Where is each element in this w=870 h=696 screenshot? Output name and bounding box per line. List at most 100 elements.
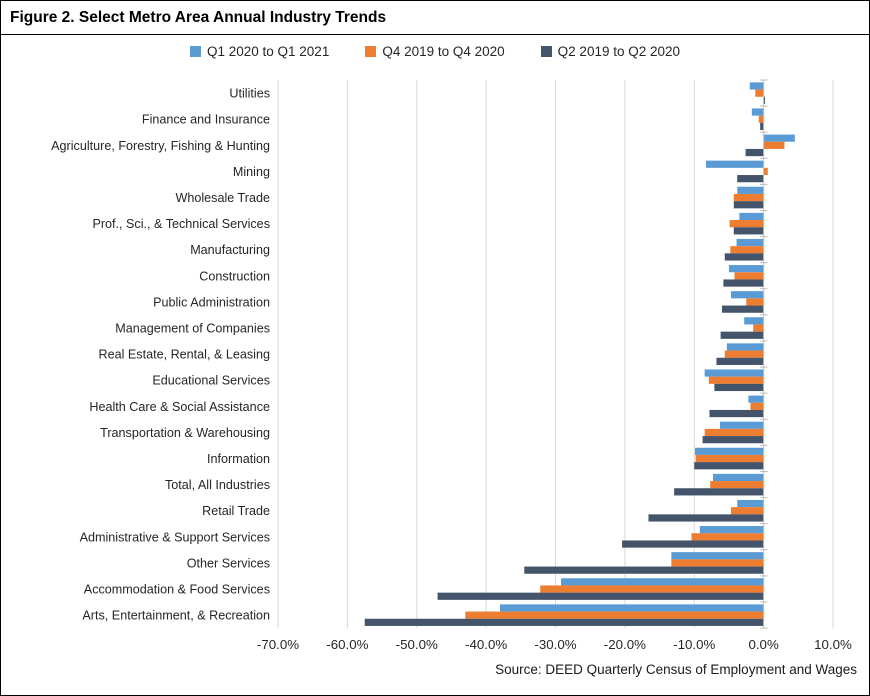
bar-series3-cat10	[720, 331, 764, 339]
x-axis-tick-label: -70.0%	[257, 637, 299, 652]
category-label: Arts, Entertainment, & Recreation	[82, 609, 270, 623]
bar-series2-cat8	[734, 272, 764, 280]
bar-chart-plot-area: Utilities Finance and Insurance Agricultur…	[51, 79, 852, 652]
category-label: Real Estate, Rental, & Leasing	[98, 348, 270, 362]
category-label: Information	[207, 452, 270, 466]
bar-series3-cat5	[733, 201, 764, 209]
bar-series1-cat14	[719, 421, 764, 429]
category-label: Agriculture, Forestry, Fishing & Hunting	[51, 139, 270, 153]
bar-series2-cat16	[710, 481, 764, 489]
category-label: Administrative & Support Services	[80, 530, 270, 544]
category-label: Mining	[233, 165, 270, 179]
bar-series2-cat10	[753, 324, 764, 332]
legend-swatch-icon	[540, 46, 552, 57]
bar-series1-cat17	[737, 499, 764, 508]
bar-series1-cat10	[744, 317, 764, 325]
legend-item-2: Q4 2019 to Q4 2020	[365, 44, 505, 59]
category-label: Total, All Industries	[165, 478, 270, 492]
bar-series3-cat7	[724, 253, 764, 261]
bar-series1-cat7	[736, 238, 764, 247]
x-axis-tick-label: -60.0%	[326, 637, 368, 652]
bar-series1-cat9	[731, 291, 764, 299]
bar-series3-cat14	[702, 436, 764, 444]
category-label: Finance and Insurance	[142, 113, 270, 127]
bar-series2-cat20	[540, 585, 764, 593]
bar-series2-cat15	[695, 454, 764, 463]
bar-series1-cat13	[748, 395, 764, 403]
category-label: Utilities	[229, 87, 270, 101]
bar-series1-cat12	[704, 369, 764, 377]
bar-series1-cat21	[500, 604, 764, 612]
bar-series1-cat2	[751, 108, 764, 116]
bar-series3-cat3	[745, 148, 764, 157]
bar-series3-cat11	[716, 357, 764, 365]
bar-series1-cat6	[739, 212, 764, 221]
x-axis-tick-label: -40.0%	[465, 637, 507, 652]
legend-item-3: Q2 2019 to Q2 2020	[540, 44, 680, 59]
legend-item-1: Q1 2020 to Q1 2021	[189, 44, 330, 59]
bar-series3-cat15	[694, 462, 764, 470]
bar-series2-cat9	[746, 298, 764, 306]
bar-series2-cat21	[465, 611, 764, 619]
bar-series3-cat1	[763, 96, 766, 104]
x-axis-tick-label: -30.0%	[534, 637, 576, 652]
bar-series3-cat18	[622, 540, 764, 548]
bar-series3-cat12	[714, 383, 764, 392]
bar-series2-cat6	[729, 220, 764, 228]
bar-series2-cat13	[750, 402, 764, 410]
bar-series3-cat19	[524, 566, 764, 574]
category-label: Manufacturing	[190, 243, 270, 257]
bar-series3-cat4	[737, 175, 764, 183]
x-axis-tick-label: 10.0%	[814, 637, 852, 652]
bar-series2-cat18	[691, 533, 764, 541]
bar-series1-cat1	[749, 82, 764, 90]
bar-series2-cat3	[763, 141, 785, 149]
source-note: Source: DEED Quarterly Census of Employm…	[495, 662, 857, 677]
bar-series1-cat3	[763, 134, 795, 142]
bar-series2-cat5	[733, 193, 764, 202]
chart-title: Figure 2. Select Metro Area Annual Indus…	[1, 1, 869, 35]
bar-series1-cat4	[706, 160, 764, 168]
bar-series2-cat2	[758, 115, 764, 123]
category-label: Health Care & Social Assistance	[89, 400, 270, 414]
category-label: Wholesale Trade	[175, 191, 270, 205]
bar-series1-cat11	[726, 343, 764, 351]
bar-series2-cat12	[708, 376, 764, 384]
bar-series1-cat16	[712, 473, 764, 482]
legend-swatch-icon	[365, 46, 377, 57]
bar-series1-cat18	[699, 526, 764, 534]
category-label: Construction	[199, 269, 270, 283]
bar-series2-cat11	[724, 350, 764, 358]
legend-swatch-icon	[189, 46, 201, 57]
bar-series3-cat13	[709, 409, 764, 418]
category-label: Management of Companies	[115, 321, 270, 335]
bar-series1-cat15	[694, 447, 764, 455]
bar-series1-cat5	[737, 186, 764, 194]
category-label: Transportation & Warehousing	[100, 426, 270, 440]
x-axis-tick-label: -20.0%	[604, 637, 646, 652]
chart-legend: Q1 2020 to Q1 2021 Q4 2019 to Q4 2020 Q2 2…	[1, 35, 869, 68]
category-label: Prof., Sci., & Technical Services	[92, 217, 270, 231]
category-label: Accommodation & Food Services	[84, 582, 270, 596]
bar-series3-cat21	[364, 618, 764, 626]
bar-series2-cat14	[704, 428, 764, 437]
bar-series2-cat1	[755, 89, 764, 97]
x-axis-tick-label: 0.0%	[748, 637, 778, 652]
bar-series3-cat2	[760, 122, 764, 131]
category-label: Public Administration	[153, 295, 270, 309]
x-axis-tick-label: -10.0%	[673, 637, 715, 652]
x-axis-tick-label: -50.0%	[396, 637, 438, 652]
bar-series3-cat9	[722, 305, 764, 313]
bar-series3-cat8	[723, 279, 764, 287]
bar-series3-cat6	[733, 227, 764, 235]
category-label: Educational Services	[152, 374, 270, 388]
bar-series3-cat20	[437, 592, 764, 600]
legend-label: Q1 2020 to Q1 2021	[206, 44, 330, 59]
category-label: Retail Trade	[202, 504, 270, 518]
bar-series1-cat19	[671, 552, 764, 560]
bar-series1-cat8	[728, 265, 764, 273]
bar-series2-cat19	[671, 559, 764, 567]
legend-label: Q4 2019 to Q4 2020	[382, 44, 505, 59]
bar-series3-cat16	[674, 488, 764, 496]
bar-series3-cat17	[648, 514, 764, 522]
